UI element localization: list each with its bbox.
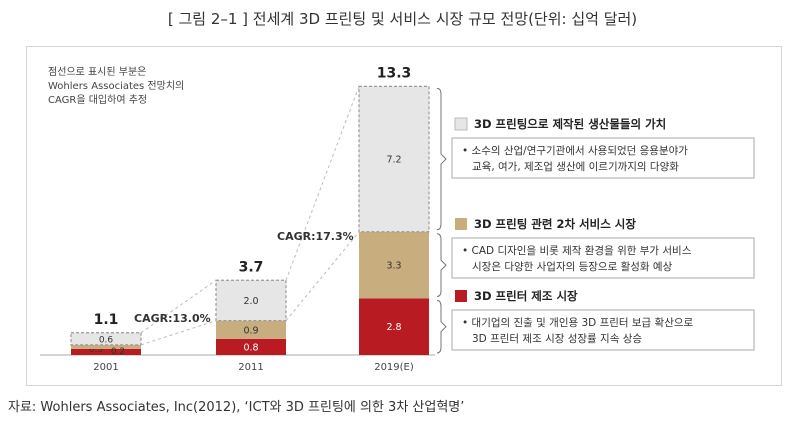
legend-description-box-printer — [451, 309, 755, 351]
brace-printer — [436, 299, 447, 354]
cagr-label: CAGR:13.0% — [134, 312, 211, 325]
segment-label-products: 7.2 — [386, 155, 401, 166]
legend-title-printer: 3D 프린터 제조 시장 — [474, 289, 578, 303]
brace-products — [436, 87, 447, 231]
bar-segment-printer — [359, 298, 429, 355]
chart-note: 점선으로 표시된 부분은 Wohlers Associates 전망치의 CAG… — [48, 67, 185, 106]
segment-label-printer: 0.8 — [243, 342, 258, 353]
segment-label-service: 3.3 — [386, 261, 401, 272]
segment-label-service: 0.2 — [111, 347, 125, 357]
bar-segment-service — [71, 344, 141, 349]
figure-title: [ 그림 2–1 ] 전세계 3D 프린팅 및 서비스 시장 규모 전망(단위:… — [167, 10, 638, 28]
legend-description-line: • 소수의 산업/연구기관에서 사용되었던 응용분야가 — [462, 144, 688, 157]
total-label: 13.3 — [377, 65, 412, 81]
segment-label-products: 0.6 — [99, 335, 114, 345]
legend-description-box-service — [451, 237, 755, 279]
legend-description-box-products — [451, 137, 755, 179]
bar-segment-printer — [216, 338, 286, 355]
total-label: 3.7 — [239, 259, 264, 275]
x-tick-label: 2011 — [238, 362, 263, 373]
legend-title-service: 3D 프린팅 관련 2차 서비스 시장 — [474, 217, 636, 231]
bar-segment-service — [359, 231, 429, 299]
brace-service — [436, 233, 447, 297]
legend-description-line: • CAD 디자인을 비롯 제작 환경을 위한 부가 서비스 — [462, 244, 692, 257]
cagr-label: CAGR:17.3% — [277, 230, 354, 243]
legend-description-line: 교육, 여가, 제조업 생산에 이르기까지의 다양화 — [472, 160, 679, 173]
x-tick-label: 2001 — [93, 362, 118, 373]
legend-description-line: 시장은 다양한 사업자의 등장으로 활성화 예상 — [472, 260, 673, 273]
legend-swatch-service — [455, 218, 467, 230]
bar-segment-printer — [71, 348, 141, 355]
legend-description-line: 3D 프린터 제조 시장 성장률 지속 상승 — [472, 333, 642, 345]
segment-label-service: 0.9 — [243, 325, 258, 336]
bar-segment-products — [215, 279, 287, 322]
segment-label-printer: 0.3 — [89, 345, 103, 355]
bar-segment-products — [70, 332, 142, 346]
legend-swatch-products — [454, 117, 468, 131]
bar-segment-products — [358, 85, 430, 233]
legend-title-products: 3D 프린팅으로 제작된 생산물들의 가치 — [474, 117, 666, 131]
bar-segment-service — [216, 320, 286, 339]
total-label: 1.1 — [94, 312, 119, 328]
segment-label-printer: 2.8 — [386, 322, 401, 333]
legend-swatch-printer — [455, 290, 467, 302]
growth-line-middle — [285, 231, 360, 321]
growth-line-middle — [140, 320, 217, 346]
x-tick-label: 2019(E) — [374, 362, 414, 373]
source-text: 자료: Wohlers Associates, Inc(2012), ‘ICT와… — [8, 400, 465, 415]
segment-label-products: 2.0 — [243, 296, 258, 307]
growth-line-top — [285, 86, 360, 281]
legend-description-line: • 대기업의 진출 및 개인용 3D 프린터 보급 확산으로 — [462, 316, 694, 329]
